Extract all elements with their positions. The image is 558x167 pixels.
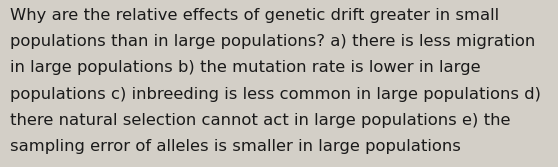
Text: sampling error of alleles is smaller in large populations: sampling error of alleles is smaller in … — [10, 139, 461, 154]
Text: there natural selection cannot act in large populations e) the: there natural selection cannot act in la… — [10, 113, 511, 128]
Text: in large populations b) the mutation rate is lower in large: in large populations b) the mutation rat… — [10, 60, 480, 75]
Text: Why are the relative effects of genetic drift greater in small: Why are the relative effects of genetic … — [10, 8, 499, 23]
Text: populations than in large populations? a) there is less migration: populations than in large populations? a… — [10, 34, 535, 49]
Text: populations c) inbreeding is less common in large populations d): populations c) inbreeding is less common… — [10, 87, 541, 102]
